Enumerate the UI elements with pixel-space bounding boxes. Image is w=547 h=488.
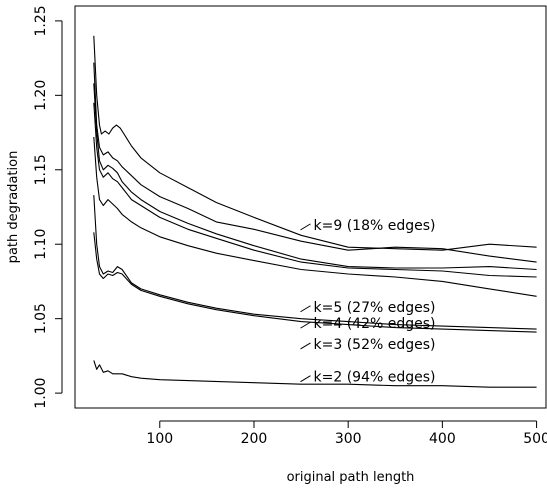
annotations: k=9 (18% edges) k=5 (27% edges)k=4 (42% e… [300, 218, 436, 386]
series-line-4 [93, 102, 537, 278]
y-tick-label: 1.15 [33, 154, 49, 185]
annotation-label: k=2 (94% edges) [314, 370, 436, 386]
annotation-leader [300, 305, 311, 313]
y-tick-label: 1.05 [33, 303, 49, 334]
x-tick-label: 200 [241, 431, 268, 447]
series-line-3 [93, 83, 537, 271]
x-axis: 100 200 300 400 500 [146, 420, 547, 447]
series-line-1 [93, 35, 537, 251]
series-line-7 [93, 232, 537, 333]
series-line-8 [93, 360, 537, 388]
y-tick-label: 1.25 [33, 5, 49, 36]
series-line-6 [93, 195, 537, 330]
x-axis-title: original path length [287, 470, 415, 485]
series-line-5 [93, 136, 537, 297]
annotation-leader [300, 321, 311, 329]
annotation-leader [300, 223, 311, 231]
annotation-leader [300, 375, 311, 383]
series-line-2 [93, 62, 537, 263]
x-tick-label: 500 [523, 431, 547, 447]
annotation-label: k=9 (18% edges) [314, 218, 436, 234]
x-tick-label: 100 [146, 431, 173, 447]
plot-frame [74, 5, 547, 409]
y-axis: 1.00 1.05 1.10 1.15 1.20 1.25 [33, 5, 63, 409]
annotation-leader [300, 342, 311, 350]
annotation-label: k=3 (52% edges) [314, 337, 436, 353]
series-lines [93, 35, 537, 388]
y-tick-label: 1.10 [33, 229, 49, 260]
x-tick-label: 400 [429, 431, 456, 447]
y-tick-label: 1.00 [33, 378, 49, 409]
y-tick-label: 1.20 [33, 80, 49, 111]
x-tick-label: 300 [335, 431, 362, 447]
annotation-label: k=5 (27% edges) [314, 300, 436, 316]
y-axis-title: path degradation [6, 151, 21, 264]
annotation-label: k=4 (42% edges) [314, 316, 436, 332]
